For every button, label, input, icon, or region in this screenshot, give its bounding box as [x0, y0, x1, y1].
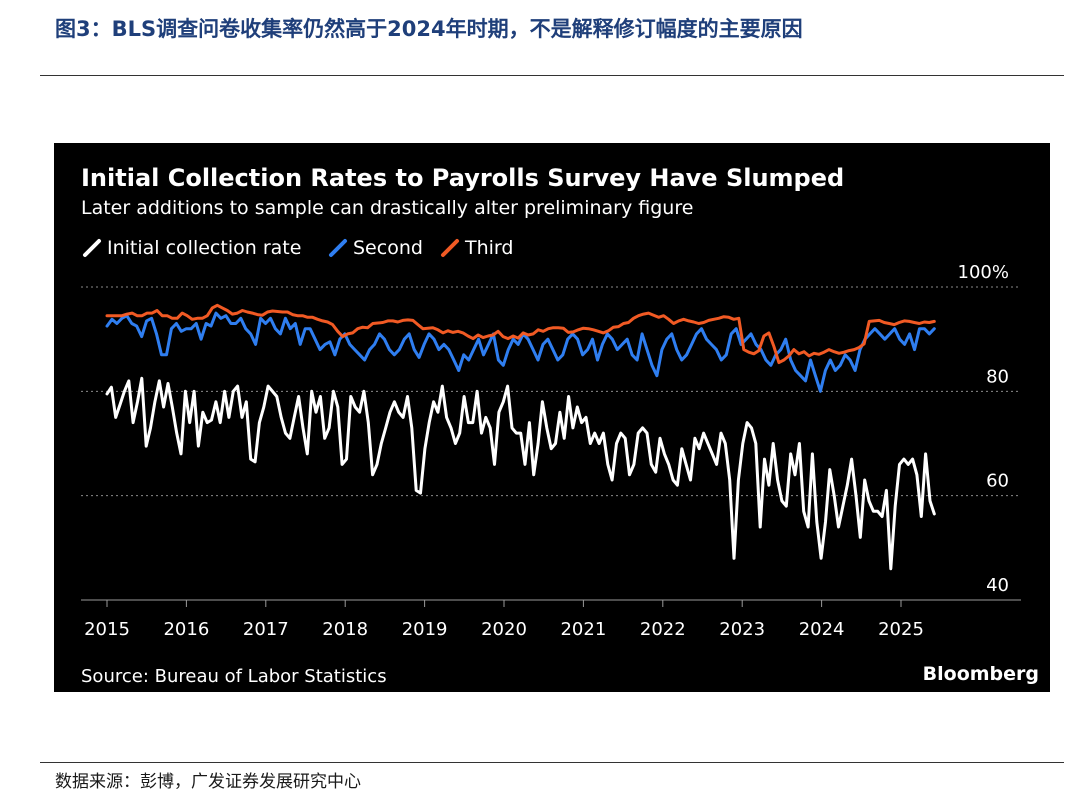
y-tick-label: 80: [986, 366, 1009, 387]
y-tick-label: 60: [986, 471, 1009, 492]
x-tick-label: 2025: [878, 619, 924, 640]
x-tick-label: 2023: [719, 619, 765, 640]
figure-source: 数据来源：彭博，广发证券发展研究中心: [55, 772, 361, 792]
x-tick-label: 2016: [163, 619, 209, 640]
y-tick-label: 40: [986, 575, 1009, 596]
legend-swatch-third: [441, 239, 459, 257]
chart-panel: Initial Collection Rates to Payrolls Sur…: [54, 143, 1050, 692]
initial-collection-rate-line: [105, 376, 936, 571]
bottom-rule: [40, 762, 1064, 763]
x-axis: 2015 2016 2017 2018 2019 2020 2021 2022 2023 2024…: [81, 599, 1021, 640]
second-line: [105, 311, 936, 393]
x-tick-label: 2024: [799, 619, 845, 640]
third-line: [105, 303, 936, 365]
x-tick-label: 2020: [481, 619, 527, 640]
top-rule: [40, 75, 1064, 76]
x-tick-label: 2021: [560, 619, 606, 640]
x-tick-label: 2018: [322, 619, 368, 640]
chart-source: Source: Bureau of Labor Statistics: [81, 666, 387, 687]
bloomberg-logo: Bloomberg: [923, 663, 1039, 685]
chart-svg: Initial Collection Rates to Payrolls Sur…: [81, 164, 1039, 687]
y-tick-label: 100%: [958, 262, 1009, 283]
series-lines: [105, 303, 936, 571]
figure-title: 图3：BLS调查问卷收集率仍然高于2024年时期，不是解释修订幅度的主要原因: [55, 17, 803, 41]
x-tick-label: 2017: [243, 619, 289, 640]
x-tick-label: 2019: [402, 619, 448, 640]
x-tick-label: 2015: [84, 619, 130, 640]
x-tick-label: 2022: [640, 619, 686, 640]
legend-label-third: Third: [464, 237, 513, 259]
chart-title: Initial Collection Rates to Payrolls Sur…: [81, 164, 844, 192]
legend-swatch-second: [329, 239, 347, 257]
legend-label-initial: Initial collection rate: [107, 237, 301, 259]
legend-label-second: Second: [353, 237, 423, 259]
legend: Initial collection rate Second Third: [83, 237, 513, 259]
legend-swatch-initial: [83, 239, 101, 257]
chart-subtitle: Later additions to sample can drasticall…: [81, 197, 693, 219]
y-axis-ticks: 40 60 80 100%: [958, 262, 1009, 596]
